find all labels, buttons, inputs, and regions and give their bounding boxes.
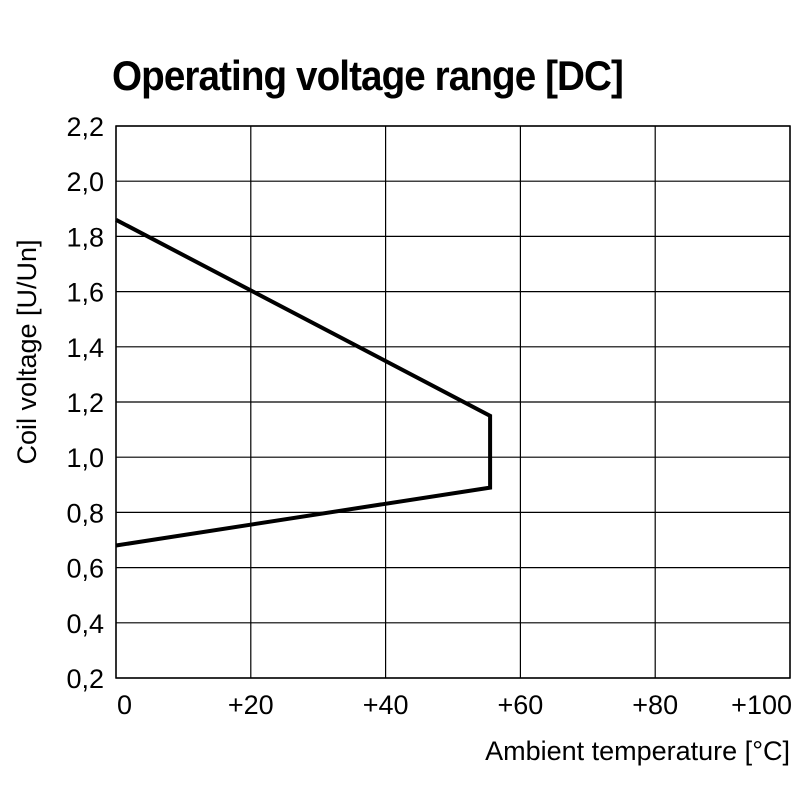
x-tick-label: +40 — [363, 690, 409, 720]
operating-range-line — [115, 218, 493, 548]
y-tick-label: 2,2 — [66, 112, 104, 142]
x-tick-label: +100 — [731, 690, 792, 720]
x-tick-label: 0 — [117, 690, 132, 720]
y-tick-label: 0,2 — [66, 664, 104, 694]
series-group — [115, 218, 493, 548]
x-tick-labels: 0 +20 +40 +60 +80 +100 — [117, 690, 792, 720]
y-tick-labels: 2,2 2,0 1,8 1,6 1,4 1,2 1,0 0,8 0,6 0,4 0,2 — [66, 112, 104, 694]
x-tick-label: +80 — [632, 690, 678, 720]
y-tick-label: 0,4 — [66, 609, 104, 639]
chart-title: Operating voltage range [DC] — [112, 52, 624, 99]
y-tick-label: 1,2 — [66, 388, 104, 418]
y-tick-label: 1,8 — [66, 222, 104, 252]
y-tick-label: 1,6 — [66, 278, 104, 308]
y-tick-label: 1,0 — [66, 443, 104, 473]
y-tick-label: 1,4 — [66, 333, 104, 363]
grid — [115, 125, 791, 679]
plot-frame — [115, 125, 791, 679]
y-tick-label: 0,6 — [66, 554, 104, 584]
y-tick-label: 0,8 — [66, 498, 104, 528]
x-tick-label: +20 — [228, 690, 274, 720]
y-axis-label: Coil voltage [U/Un] — [12, 239, 42, 464]
x-tick-label: +60 — [497, 690, 543, 720]
x-axis-label: Ambient temperature [°C] — [485, 736, 790, 766]
y-tick-label: 2,0 — [66, 167, 104, 197]
